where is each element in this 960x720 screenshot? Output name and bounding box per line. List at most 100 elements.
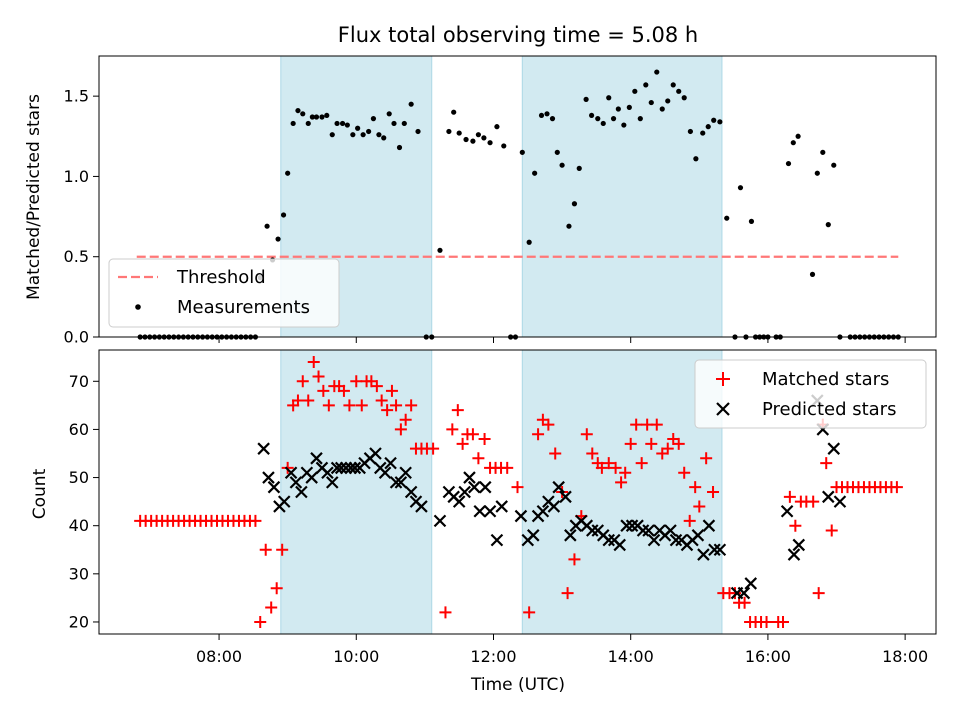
x-tick-label: 14:00 [608,647,654,666]
bottom-y-tick-label: 20 [69,612,89,631]
predicted-star-point [552,480,565,494]
matched-star-points [134,356,903,628]
measurement-point [470,138,476,144]
top-y-tick-label: 1.0 [64,167,89,186]
predicted-star-point [415,500,428,513]
measurement-point [475,132,481,138]
measurement-point [544,111,550,117]
measurement-point [825,222,831,228]
predicted-star-point [787,548,801,561]
bottom-legend-box [694,359,927,429]
measurement-point [401,120,407,127]
measurement-point [626,104,632,110]
matched-star-point [672,437,685,450]
predicted-star-point [458,485,471,499]
predicted-star-point [295,485,308,499]
measurement-point [329,132,335,138]
matched-star-point [586,447,599,460]
matched-star-point [337,384,350,397]
matched-star-point [683,514,696,527]
measurement-point [705,124,711,130]
top-shaded-intervals [280,55,723,338]
measurement-point [376,132,382,138]
matched-star-point [619,466,632,479]
predicted-star-point [325,476,339,489]
measurement-point [637,116,643,122]
top-legend-box [108,258,340,328]
bottom-y-tick-label: 30 [69,564,89,583]
predicted-star-point [702,519,716,532]
measurement-point [795,133,801,139]
legend-predicted-label: Predicted stars [762,399,896,420]
matched-star-point [259,543,272,556]
predicted-star-point [262,471,275,484]
matched-star-point [650,418,663,431]
predicted-star-point [822,490,835,504]
predicted-star-point [495,500,508,513]
predicted-star-point [620,519,633,532]
legend-predicted-swatch [716,402,730,416]
measurement-point [532,170,538,176]
predicted-star-point [527,529,540,542]
predicted-star-point [780,504,794,518]
predicted-star-point [708,543,721,557]
predicted-star-point [647,533,661,547]
measurement-point [319,114,325,120]
predicted-star-point [310,452,323,465]
measurement-point [571,201,578,207]
measurement-point [519,149,525,155]
legend-matched-swatch [716,372,730,386]
predicted-star-point [463,471,476,484]
predicted-star-point [559,490,572,504]
predicted-star-point [399,466,412,480]
measurement-point [275,236,281,242]
predicted-star-point [792,538,806,552]
legend-measurements-label: Measurements [177,297,310,318]
measurement-point [681,95,687,101]
matched-star-point [254,615,267,628]
matched-star-point [738,596,751,609]
measurement-point [446,128,452,135]
measurement-point [391,120,397,127]
predicted-star-point [384,456,397,470]
measurement-point [481,135,487,141]
matched-star-point [296,375,309,388]
matched-star-point [385,384,398,397]
matched-star-point [265,601,278,614]
predicted-star-point [636,524,650,537]
predicted-star-point [321,466,334,480]
matched-star-point [427,442,440,455]
measurement-point [711,117,717,123]
top-y-axis-label: Matched/Predicted stars [24,94,44,300]
matched-star-point [532,428,545,441]
top-panel: 0.0 0.5 1.0 1.5 Matched/Predicted stars Thr… [24,55,937,347]
measurement-point [606,95,612,101]
matched-star-point [405,399,418,412]
predicted-star-point [478,480,492,494]
measurement-point [583,96,589,102]
measurement-point [381,135,387,141]
matched-star-point [595,461,608,474]
matched-star-point [456,437,469,450]
bottom-y-tick-label: 40 [69,516,89,535]
predicted-star-point [625,519,639,532]
matched-star-point [609,461,622,474]
predicted-star-point [642,524,655,537]
predicted-star-point [339,461,353,475]
measurement-point [324,112,330,119]
matched-star-point [291,394,304,407]
matched-star-point [890,481,903,494]
measurement-point [456,130,462,136]
measurement-point [501,143,507,149]
bottom-y-tick-label: 70 [69,372,89,391]
measurement-point [790,140,796,146]
measurement-point [621,122,627,128]
matched-star-point [635,457,648,470]
predicted-star-point [394,476,408,489]
measurement-point [463,136,469,143]
predicted-star-point [547,500,561,513]
matched-star-point [399,413,412,426]
matched-star-point [728,587,741,600]
measurement-point [370,116,377,122]
x-axis-label: Time (UTC) [470,675,565,695]
